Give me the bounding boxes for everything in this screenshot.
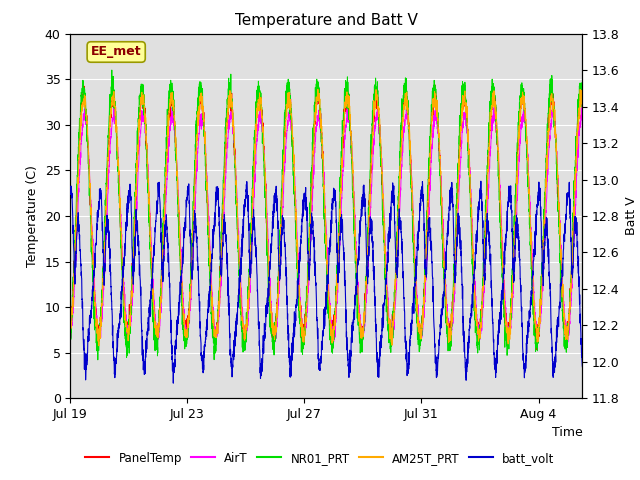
Text: EE_met: EE_met [91,46,141,59]
Legend: PanelTemp, AirT, NR01_PRT, AM25T_PRT, batt_volt: PanelTemp, AirT, NR01_PRT, AM25T_PRT, ba… [81,447,559,469]
Y-axis label: Batt V: Batt V [625,197,639,235]
Title: Temperature and Batt V: Temperature and Batt V [235,13,418,28]
X-axis label: Time: Time [552,426,582,439]
Y-axis label: Temperature (C): Temperature (C) [26,165,39,267]
